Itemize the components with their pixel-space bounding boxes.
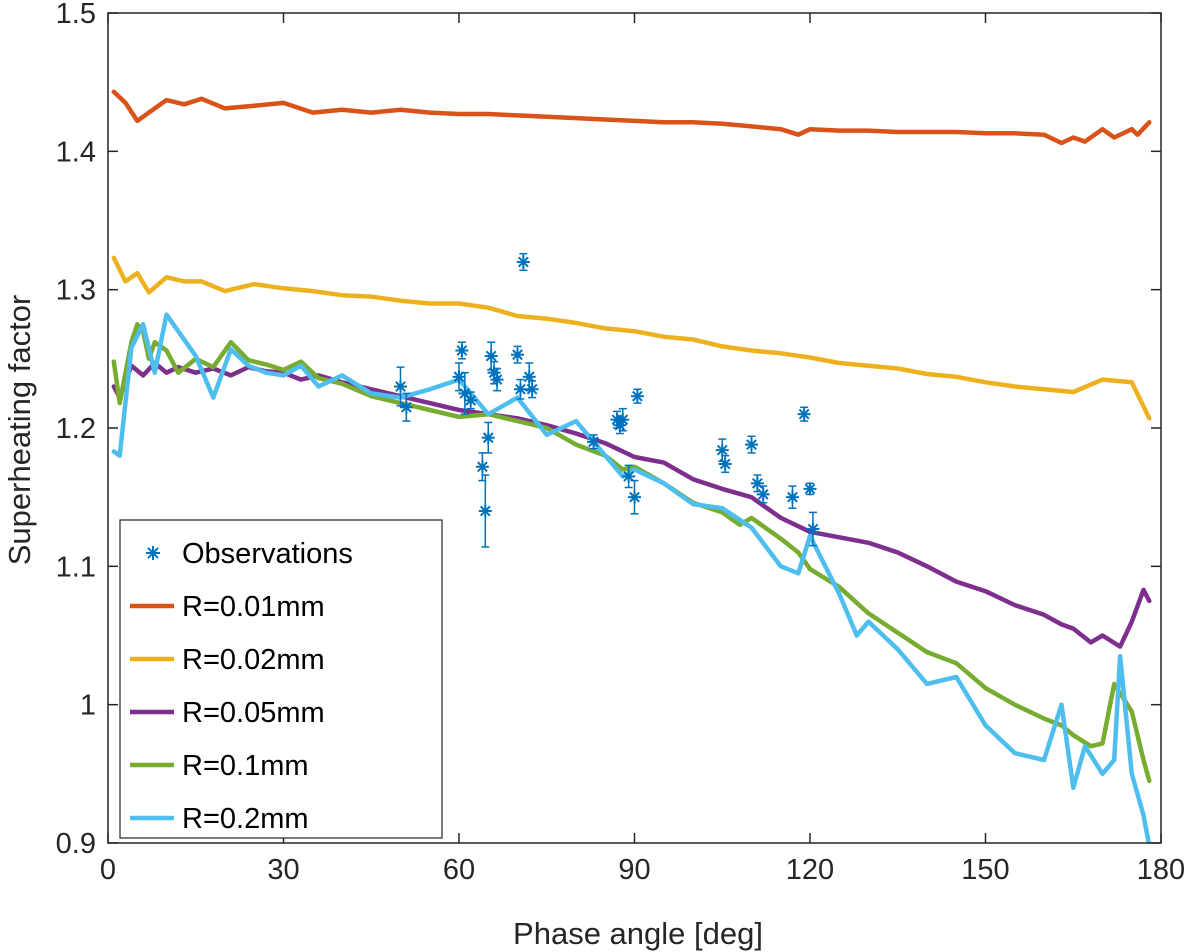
observations-layer (394, 252, 820, 548)
star-stroke (798, 408, 810, 420)
star-stroke (807, 523, 819, 535)
observation-point (481, 431, 495, 445)
observation-point (622, 469, 636, 483)
observation-point (525, 382, 539, 396)
x-axis-label: Phase angle [deg] (513, 916, 763, 951)
star-stroke (491, 374, 503, 385)
legend-label: R=0.01mm (182, 591, 325, 623)
x-tick-label: 150 (961, 854, 1009, 886)
star-stroke (482, 432, 494, 444)
star-stroke (453, 371, 465, 383)
star-stroke (477, 461, 488, 473)
observation-point (511, 348, 524, 362)
observation-point (803, 482, 817, 496)
observation-point (513, 382, 527, 396)
legend-label: Observations (182, 538, 353, 570)
observation-point (797, 407, 811, 421)
observation-point (750, 476, 764, 490)
observation-point (490, 373, 504, 387)
y-tick-label: 1.5 (56, 0, 96, 30)
star-stroke (479, 505, 491, 517)
observation-point (478, 504, 492, 518)
observation-point (394, 380, 407, 393)
x-tick-label: 180 (1137, 854, 1185, 886)
observation-point (745, 438, 758, 452)
observation-point (399, 400, 413, 414)
observation-point (587, 435, 601, 449)
observation-point (452, 370, 466, 384)
legend-label: R=0.05mm (182, 697, 325, 729)
star-stroke (629, 491, 640, 503)
series-line-R=0.02mm (111, 255, 1152, 421)
star-stroke (459, 388, 471, 399)
x-tick-label: 0 (100, 854, 116, 886)
star-stroke (485, 350, 497, 362)
x-tick-label: 30 (267, 854, 299, 886)
observation-point (628, 490, 641, 504)
data-layer (111, 89, 1152, 843)
y-tick-label: 0.9 (56, 828, 96, 860)
star-stroke (512, 349, 523, 361)
star-stroke (400, 401, 412, 413)
y-tick-label: 1.2 (56, 413, 96, 445)
star-stroke (632, 390, 643, 402)
star-stroke (804, 483, 816, 495)
observation-point (616, 413, 630, 427)
y-axis-label: Superheating factor (2, 295, 37, 566)
y-tick-label: 1.4 (56, 136, 96, 168)
observation-point (464, 393, 478, 407)
star-stroke (757, 489, 769, 500)
observation-point (785, 490, 799, 504)
star-stroke (523, 371, 535, 383)
y-tick-label: 1.3 (56, 275, 96, 307)
star-stroke (746, 439, 757, 450)
star-stroke (716, 444, 728, 456)
legend-box (119, 519, 443, 839)
star-stroke (517, 256, 529, 268)
star-stroke (751, 477, 763, 489)
axes: 0 30 60 90 120 150 180 0.9 1 1.1 1.2 1.3 1.4 1.5 (56, 0, 1186, 886)
star-stroke (465, 394, 477, 406)
legend: Observations R=0.01mm R=0.02mm R=0.05mm R=0.… (119, 519, 443, 839)
star-stroke (526, 383, 538, 395)
star-stroke (395, 381, 406, 392)
observation-point (756, 487, 770, 501)
star-stroke (515, 383, 526, 395)
observation-point (516, 255, 530, 269)
observation-point (484, 349, 498, 363)
observation-point (455, 344, 469, 358)
observation-point (718, 457, 732, 471)
star-stroke (617, 414, 629, 426)
star-stroke (147, 547, 159, 559)
x-tick-label: 90 (618, 854, 650, 886)
observation-point (522, 370, 536, 384)
observation-point (715, 443, 729, 457)
observation-point (806, 522, 820, 536)
plot-area (111, 89, 1152, 843)
y-tick-label: 1.1 (56, 551, 96, 583)
y-tick-label: 1 (80, 690, 96, 722)
star-stroke (623, 471, 635, 482)
x-tick-label: 120 (786, 854, 834, 886)
x-tick-label: 60 (443, 854, 475, 886)
star-stroke (787, 491, 798, 503)
legend-label: R=0.2mm (182, 803, 309, 835)
star-stroke (719, 458, 731, 470)
legend-label: R=0.02mm (182, 644, 325, 676)
star-stroke (456, 345, 468, 356)
observation-point (630, 389, 644, 403)
legend-marker-observations (146, 546, 160, 560)
series-line-R=0.01mm (111, 89, 1152, 146)
legend-label: R=0.1mm (182, 750, 309, 782)
star-stroke (588, 436, 599, 448)
observation-point (475, 460, 489, 474)
